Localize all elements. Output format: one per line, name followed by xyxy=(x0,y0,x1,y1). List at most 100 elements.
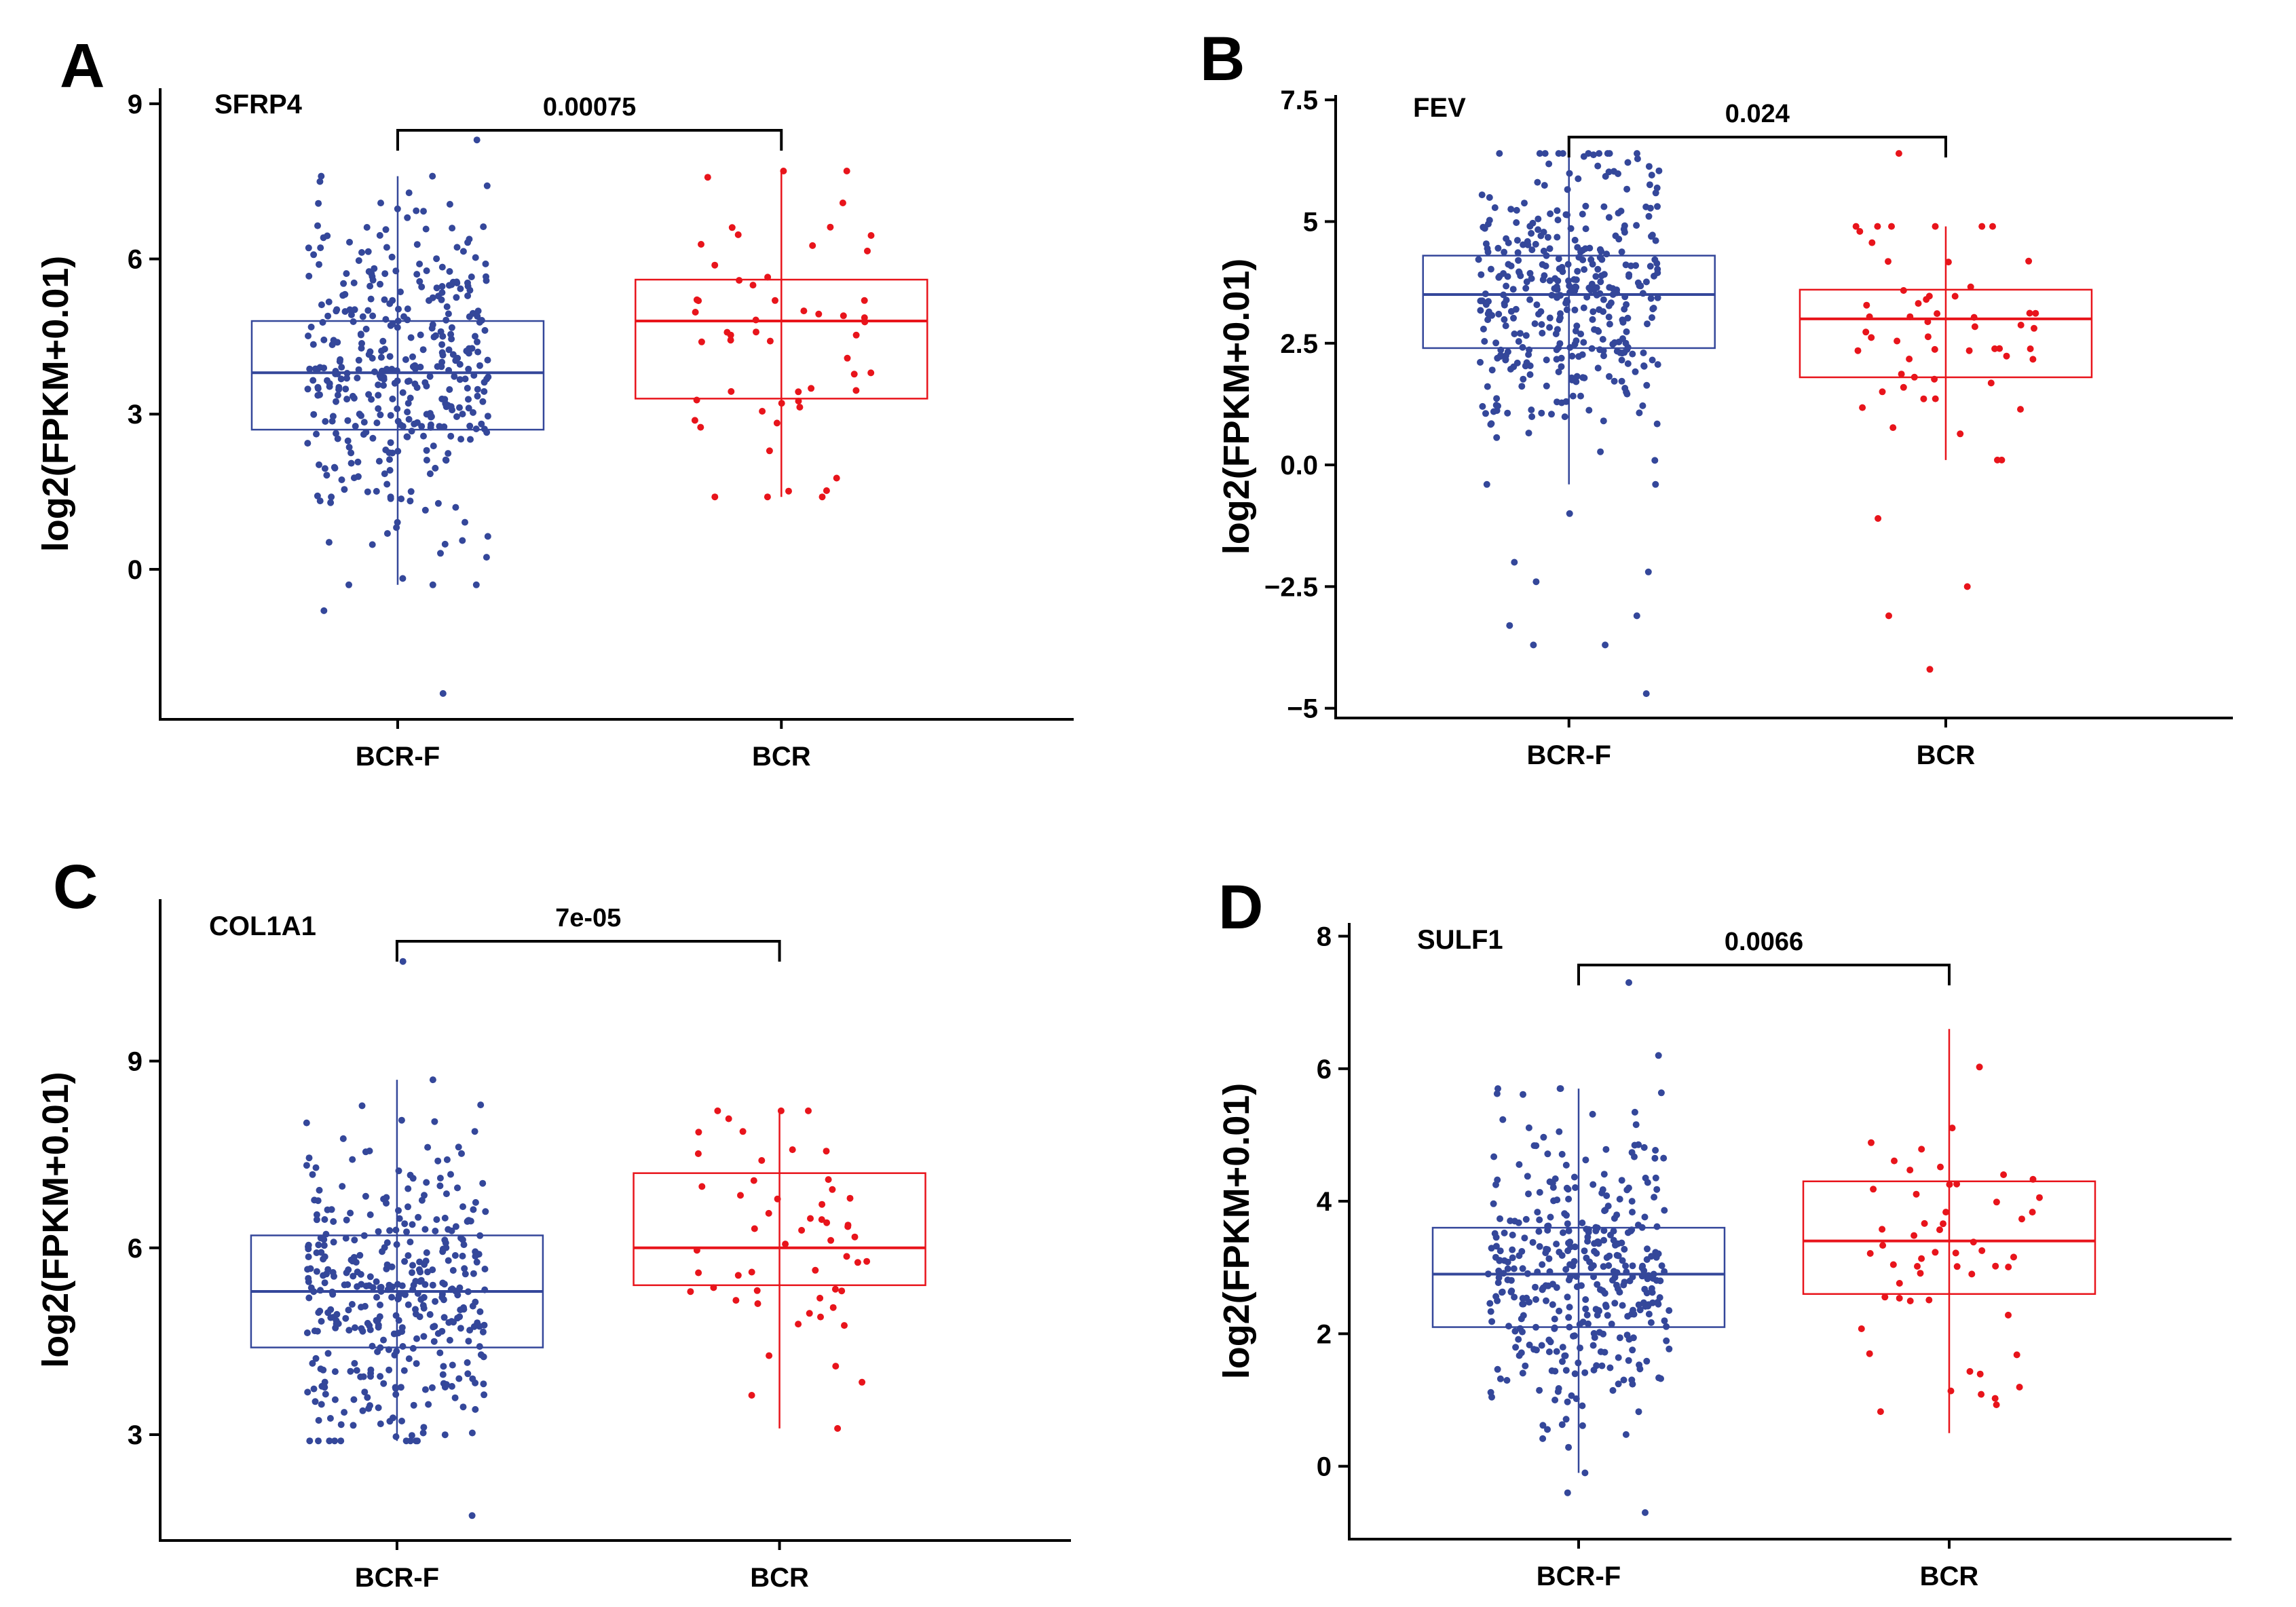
data-point xyxy=(1495,273,1503,281)
data-point xyxy=(1535,1228,1543,1235)
data-point xyxy=(375,1228,382,1235)
data-point xyxy=(1965,347,1973,354)
data-point xyxy=(303,1119,310,1127)
data-point xyxy=(1937,1163,1944,1171)
data-point xyxy=(1538,409,1545,417)
data-point xyxy=(419,1429,427,1437)
data-point xyxy=(483,273,489,280)
data-point xyxy=(1554,1196,1561,1204)
data-point xyxy=(1556,1249,1563,1255)
data-point xyxy=(1519,1328,1526,1336)
data-point xyxy=(390,1414,396,1422)
data-point xyxy=(459,411,466,418)
data-point xyxy=(325,539,333,546)
data-point xyxy=(483,554,490,561)
data-point xyxy=(1603,1254,1611,1262)
data-point xyxy=(381,470,388,478)
data-point xyxy=(375,392,382,399)
data-point xyxy=(1486,194,1493,201)
data-point xyxy=(1499,1288,1506,1296)
data-point xyxy=(1508,1287,1516,1295)
data-point xyxy=(466,286,474,294)
data-point xyxy=(336,358,343,365)
data-point xyxy=(392,1385,399,1392)
bcr-box xyxy=(1802,1180,2096,1296)
data-point xyxy=(445,310,452,318)
data-point xyxy=(476,1308,484,1315)
data-point xyxy=(465,404,472,412)
data-point xyxy=(698,241,704,248)
data-point xyxy=(343,1269,350,1277)
data-point xyxy=(1536,1386,1543,1394)
y-tick-label: 4 xyxy=(1317,1187,1332,1217)
data-point xyxy=(1571,1370,1579,1378)
data-point xyxy=(1589,1342,1597,1349)
data-point xyxy=(405,377,413,385)
data-point xyxy=(331,1396,339,1403)
data-point xyxy=(377,1301,383,1308)
x-tick-label: BCR xyxy=(750,1563,809,1593)
data-point xyxy=(1503,297,1510,304)
data-point xyxy=(1511,1327,1519,1335)
data-point xyxy=(782,1241,789,1248)
data-point xyxy=(1627,1228,1634,1234)
data-point xyxy=(459,1203,466,1211)
data-point xyxy=(324,1266,332,1273)
data-point xyxy=(808,385,815,392)
data-point xyxy=(1515,1219,1522,1226)
data-point xyxy=(383,480,391,488)
data-point xyxy=(409,1221,416,1228)
data-point xyxy=(1597,278,1604,286)
data-point xyxy=(447,330,455,338)
data-point xyxy=(482,260,489,267)
data-point xyxy=(1491,204,1499,211)
data-point xyxy=(734,1272,742,1279)
data-point xyxy=(1494,1085,1501,1093)
data-point xyxy=(1526,371,1534,378)
data-point xyxy=(723,328,731,336)
data-point xyxy=(412,1278,419,1285)
data-point xyxy=(445,1319,453,1326)
data-point xyxy=(1575,175,1582,183)
data-point xyxy=(1526,296,1534,303)
data-point xyxy=(426,373,434,380)
data-point xyxy=(1586,1258,1594,1266)
data-point xyxy=(2013,1351,2020,1359)
data-point xyxy=(439,1248,447,1255)
data-point xyxy=(1562,398,1570,405)
data-point xyxy=(459,1403,467,1411)
data-point xyxy=(695,1129,702,1136)
data-point xyxy=(1600,1263,1607,1270)
data-point xyxy=(1543,356,1550,364)
data-point xyxy=(1632,1121,1640,1129)
data-point xyxy=(460,1304,467,1311)
data-point xyxy=(1549,1281,1556,1288)
data-point xyxy=(1570,1258,1578,1265)
data-point xyxy=(440,1314,448,1321)
outlier-point xyxy=(473,136,481,144)
data-point xyxy=(759,408,766,415)
data-point xyxy=(424,1268,431,1276)
data-point xyxy=(438,283,446,290)
data-point xyxy=(1653,420,1661,428)
data-point xyxy=(1492,339,1500,347)
data-point xyxy=(1644,320,1651,328)
data-point xyxy=(1651,1194,1658,1201)
y-tick-label: 2.5 xyxy=(1280,329,1318,359)
data-point xyxy=(1879,1242,1887,1249)
data-point xyxy=(318,1318,325,1325)
data-point xyxy=(1561,413,1568,421)
data-point xyxy=(407,394,414,402)
data-point xyxy=(404,214,411,221)
data-point xyxy=(408,428,415,435)
data-point xyxy=(1623,390,1631,398)
data-point xyxy=(1509,286,1517,293)
data-point xyxy=(1539,1422,1547,1429)
data-point xyxy=(352,1324,358,1331)
data-point xyxy=(1624,159,1632,166)
data-point xyxy=(1555,255,1562,263)
data-point xyxy=(436,1349,444,1357)
data-point xyxy=(1531,320,1539,327)
data-point xyxy=(484,413,491,420)
data-point xyxy=(1513,206,1520,214)
